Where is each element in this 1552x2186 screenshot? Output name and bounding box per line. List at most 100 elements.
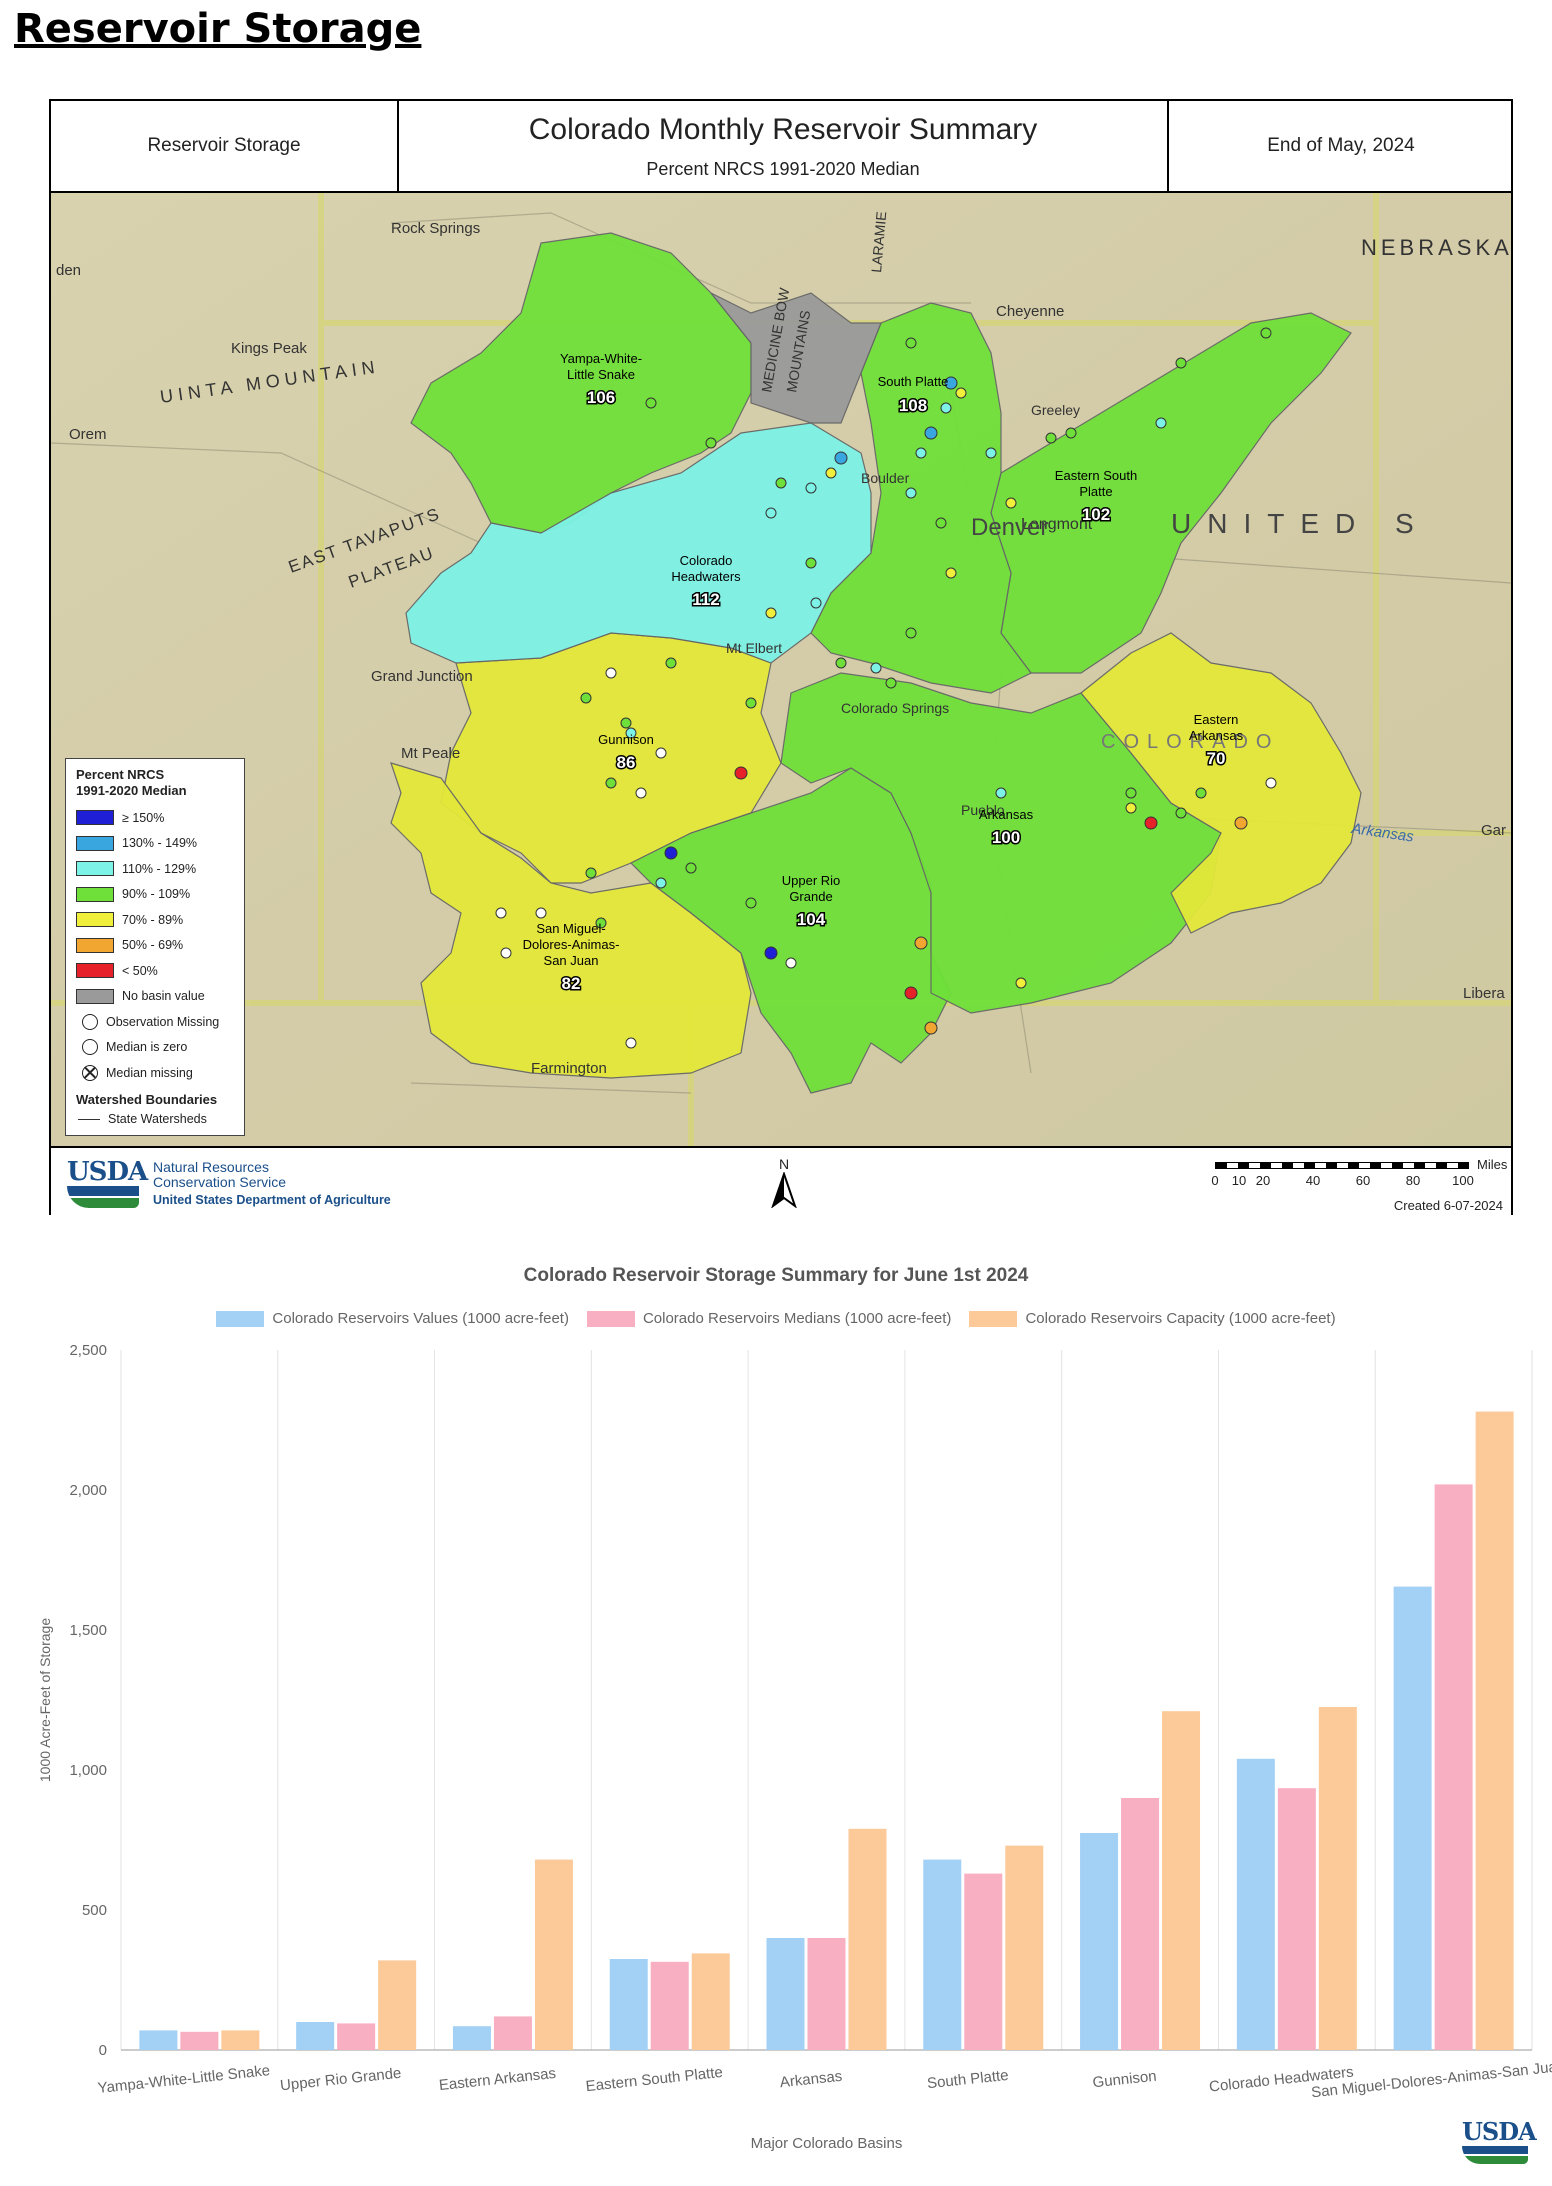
svg-text:Headwaters: Headwaters [671, 569, 741, 584]
map-legend: Percent NRCS 1991-2020 Median ≥ 150% 130%… [65, 758, 245, 1136]
open-circle-icon [82, 1039, 98, 1056]
chart-x-tick-label: Eastern South Platte [585, 2064, 724, 2095]
chart-bar [1236, 1758, 1275, 2050]
chart-y-tick-label: 2,500 [69, 1342, 107, 1359]
legend-class-5: 50% - 69% [76, 933, 234, 959]
svg-text:Upper Rio: Upper Rio [782, 873, 841, 888]
chart-bar [139, 2030, 178, 2050]
north-arrow-icon [771, 1170, 797, 1209]
chart-bar [221, 2030, 260, 2050]
legend-class-label: 70% - 89% [122, 912, 184, 927]
svg-text:Gunnison: Gunnison [598, 732, 654, 747]
label-longmont: Longmont [1021, 516, 1093, 533]
chart-bar [1434, 1484, 1473, 2050]
legend-median-zero: Median is zero [76, 1035, 234, 1061]
legend-swatch [76, 988, 114, 1004]
chart-bar [1475, 1411, 1514, 2050]
chart-legend-item-1[interactable]: Colorado Reservoirs Medians (1000 acre-f… [586, 1310, 951, 1327]
basin-label-gunnison: Gunnison 86 [598, 732, 654, 774]
label-grand-junction: Grand Junction [371, 668, 473, 685]
chart-bar [923, 1859, 962, 2050]
chart-bar [1121, 1798, 1160, 2050]
legend-class-label: ≥ 150% [122, 810, 165, 825]
basin-map-svg: Rock Springs Cheyenne NEBRASKA Kings Pea… [51, 193, 1511, 1146]
map-header-left: Reservoir Storage [51, 101, 399, 191]
chart-bar [848, 1828, 887, 2050]
chart-y-tick-label: 500 [82, 1902, 107, 1919]
agency-name: Natural Resources Conservation Service U… [153, 1159, 391, 1208]
svg-text:106: 106 [587, 388, 615, 407]
line-icon [78, 1118, 100, 1120]
legend-class-label: 130% - 149% [122, 836, 198, 851]
usda-logo-bottom: USDA [1462, 2118, 1537, 2168]
legend-state-watersheds: State Watersheds [76, 1107, 234, 1133]
label-kings-peak: Kings Peak [231, 340, 307, 357]
legend-swatch [76, 912, 114, 928]
chart-bar [650, 1961, 689, 2050]
svg-text:Eastern: Eastern [1194, 712, 1239, 727]
chart-legend-label: Colorado Reservoirs Capacity (1000 acre-… [1025, 1310, 1336, 1327]
basin-south-platte[interactable] [810, 302, 1032, 694]
map-subtitle: Percent NRCS 1991-2020 Median [646, 158, 920, 179]
svg-text:South Platte: South Platte [878, 374, 949, 389]
chart-x-tick-label: Arkansas [779, 2068, 843, 2091]
label-mt-elbert: Mt Elbert [726, 640, 782, 656]
legend-swatch [76, 886, 114, 902]
chart-legend-item-0[interactable]: Colorado Reservoirs Values (1000 acre-fe… [216, 1310, 569, 1327]
chart-bar [180, 2031, 219, 2050]
chart-bar [766, 1938, 805, 2050]
chart-bar [964, 1873, 1003, 2050]
chart-bar [337, 2023, 376, 2050]
label-colorado-springs: Colorado Springs [841, 700, 949, 716]
usda-wave-icon [1462, 2146, 1528, 2164]
reservoir-map-panel: Reservoir Storage Colorado Monthly Reser… [49, 99, 1513, 1215]
basin-colorado-headwaters[interactable] [405, 422, 872, 664]
basin-labels: Yampa-White- Little Snake 106 South Plat… [523, 351, 1244, 995]
svg-text:Platte: Platte [1079, 484, 1112, 499]
chart-bar [378, 1960, 417, 2050]
chart-x-tick-label: Upper Rio Grande [279, 2065, 402, 2095]
map-title: Colorado Monthly Reservoir Summary [528, 112, 1038, 146]
chart-legend-label: Colorado Reservoirs Values (1000 acre-fe… [272, 1310, 569, 1327]
crossed-circle-icon [82, 1064, 98, 1081]
label-cheyenne: Cheyenne [996, 303, 1064, 320]
legend-median-missing: Median missing [76, 1060, 234, 1086]
legend-class-2: 110% - 129% [76, 856, 234, 882]
map-header-center: Colorado Monthly Reservoir Summary Perce… [399, 101, 1169, 191]
chart-x-axis-title: Major Colorado Basins [751, 2135, 903, 2152]
chart-legend-swatch [969, 1310, 1018, 1327]
legend-class-label: < 50% [122, 963, 158, 978]
chart-bar [1080, 1833, 1119, 2050]
basin-label-san-miguel: San Miguel- Dolores-Animas- San Juan 82 [523, 921, 620, 995]
svg-text:Eastern South: Eastern South [1055, 468, 1137, 483]
basin-label-upper-rio-grande: Upper Rio Grande 104 [782, 873, 841, 931]
basin-label-yampa: Yampa-White- Little Snake 106 [560, 351, 642, 409]
basin-no-value[interactable] [710, 292, 882, 424]
legend-title: Percent NRCS 1991-2020 Median [76, 767, 187, 798]
map-canvas[interactable]: Rock Springs Cheyenne NEBRASKA Kings Pea… [51, 193, 1511, 1146]
label-pueblo: Pueblo [961, 802, 1005, 818]
basin-san-miguel-dolores-animas-san-juan[interactable] [390, 762, 752, 1079]
chart-bar [1393, 1586, 1432, 2050]
legend-swatch [76, 810, 114, 826]
label-liberal: Libera [1463, 985, 1505, 1002]
chart-x-tick-label: Gunnison [1092, 2068, 1158, 2092]
svg-text:100: 100 [992, 828, 1020, 847]
basin-eastern-arkansas[interactable] [1080, 632, 1362, 934]
svg-text:San Juan: San Juan [544, 953, 599, 968]
chart-legend-item-2[interactable]: Colorado Reservoirs Capacity (1000 acre-… [969, 1310, 1336, 1327]
chart-y-tick-label: 0 [99, 2042, 107, 2059]
label-boulder: Boulder [861, 470, 910, 486]
scale-bar: Miles 0 10 20 40 60 80 100 [1211, 1157, 1508, 1188]
basin-label-eastern-arkansas: Eastern Arkansas 70 [1189, 712, 1244, 770]
page-heading: Reservoir Storage [14, 6, 422, 52]
svg-text:112: 112 [692, 590, 719, 609]
station-markers [495, 327, 1277, 1049]
svg-text:San Miguel-: San Miguel- [536, 921, 605, 936]
legend-swatch [76, 835, 114, 851]
legend-class-0: ≥ 150% [76, 805, 234, 831]
chart-y-axis-title: 1000 Acre-Feet of Storage [37, 1618, 53, 1782]
map-date: End of May, 2024 [1267, 135, 1415, 156]
chart-bar [493, 2016, 532, 2050]
chart-bar [296, 2022, 335, 2050]
